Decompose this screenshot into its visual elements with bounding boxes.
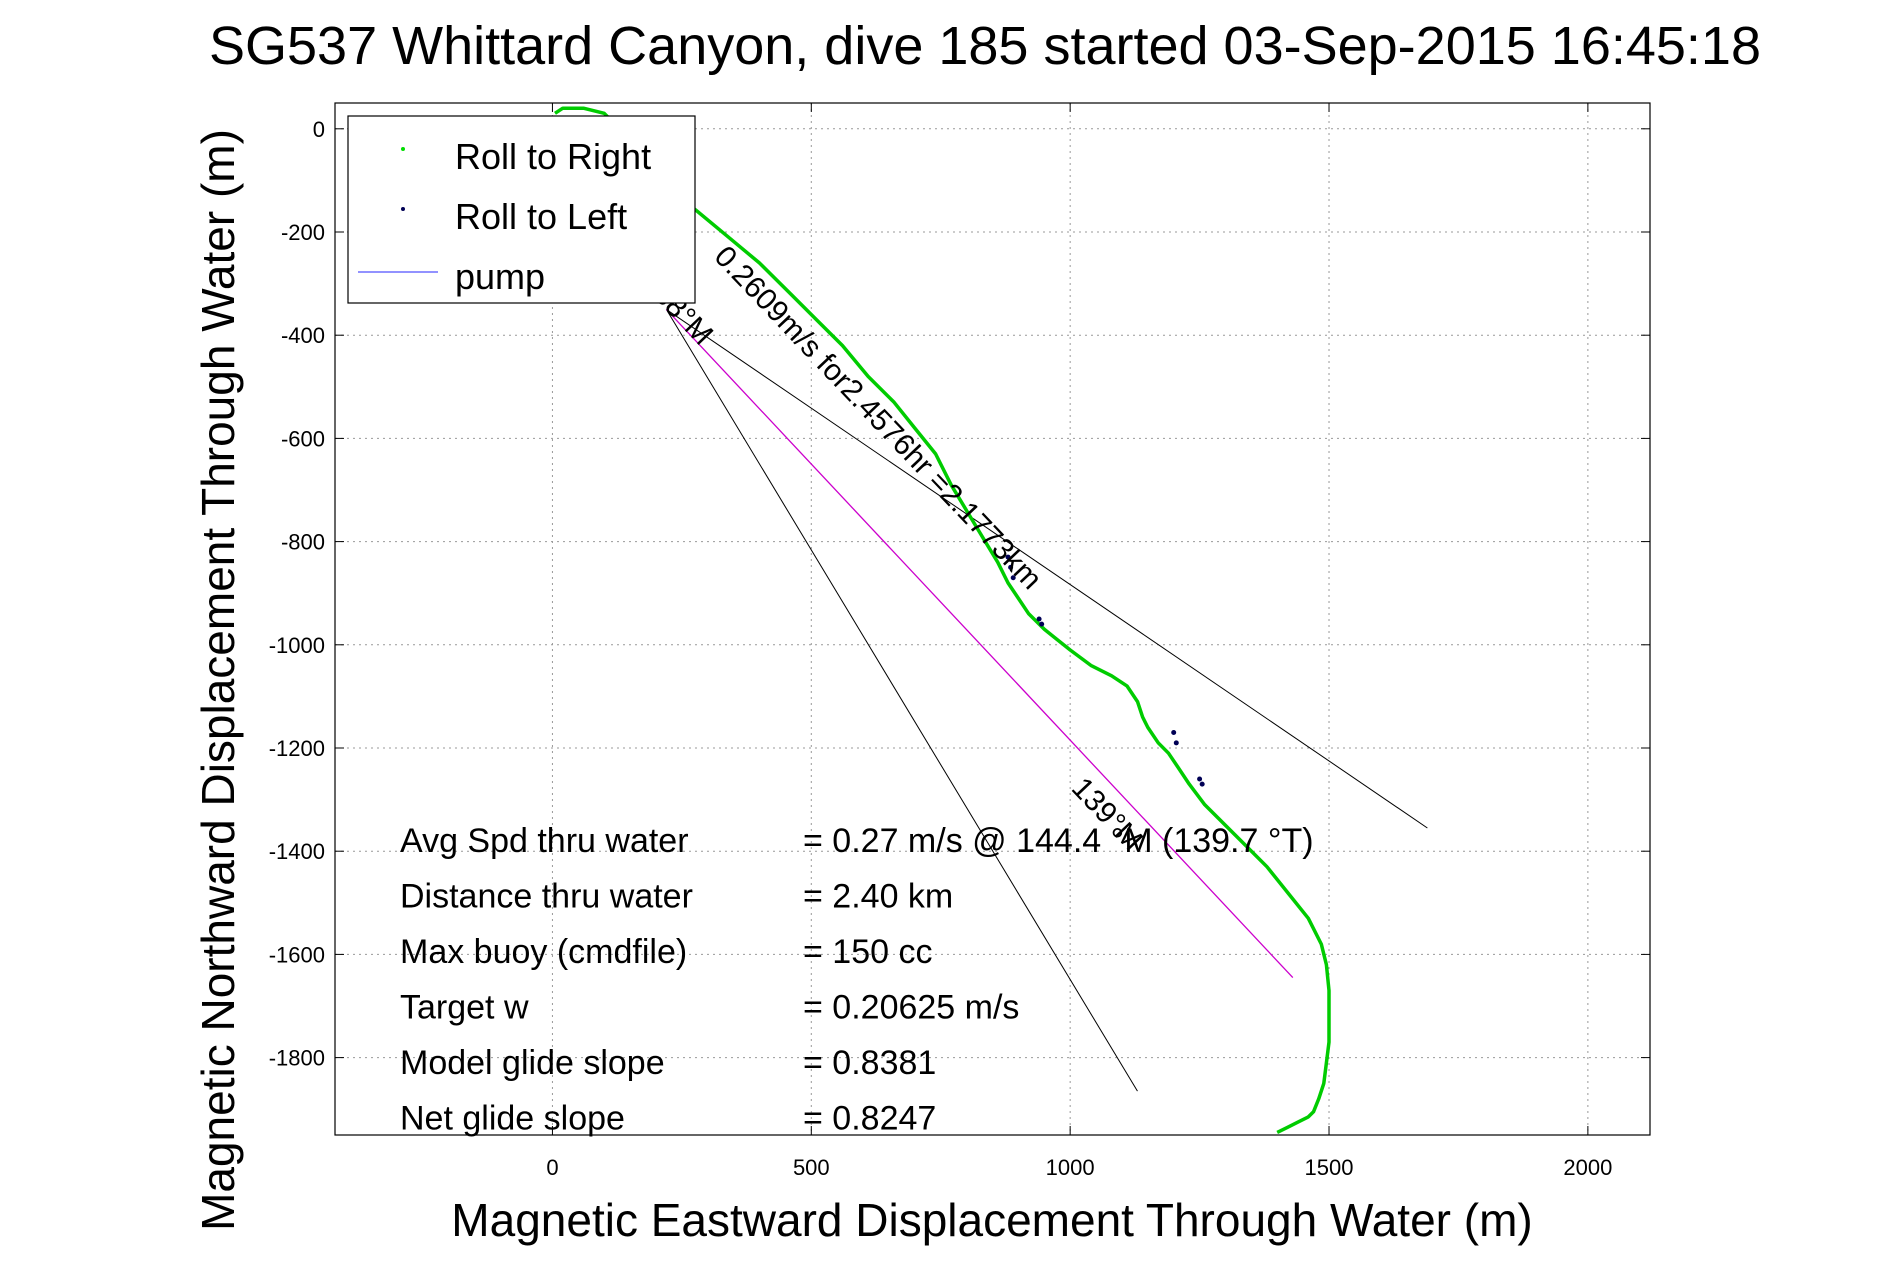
legend-label: pump xyxy=(455,256,545,297)
grid-lines xyxy=(335,103,1650,1135)
stat-label: Max buoy (cmdfile) xyxy=(400,933,687,971)
legend-swatch xyxy=(401,147,405,151)
x-axis-label: Magnetic Eastward Displacement Through W… xyxy=(451,1194,1532,1246)
roll-left-point xyxy=(1173,740,1179,746)
x-tick-label: 1000 xyxy=(1046,1155,1095,1180)
stat-label: Target w xyxy=(400,989,529,1027)
y-tick-label: 0 xyxy=(313,117,325,142)
stats-block: Avg Spd thru water = 0.27 m/s @ 144.4 °M … xyxy=(400,822,1314,1138)
stat-value: = 0.8247 xyxy=(803,1100,936,1138)
roll-left-point xyxy=(1199,781,1205,787)
y-tick-label: -800 xyxy=(281,530,325,555)
y-tick-label: -1000 xyxy=(269,633,325,658)
series-layer xyxy=(554,106,1331,1134)
stat-value: = 0.20625 m/s xyxy=(803,989,1019,1027)
y-tick-label: -1400 xyxy=(269,839,325,864)
roll-left-point xyxy=(1036,616,1042,622)
legend-swatch xyxy=(401,207,405,211)
stat-label: Model glide slope xyxy=(400,1044,665,1082)
x-axis-ticks: 0 500 1000 1500 2000 xyxy=(546,103,1612,1180)
stat-label: Avg Spd thru water xyxy=(400,822,689,860)
legend: Roll to Right Roll to Left pump xyxy=(347,115,696,304)
legend-label: Roll to Right xyxy=(455,136,651,177)
roll-left-point xyxy=(1010,575,1016,581)
x-tick-label: 1500 xyxy=(1305,1155,1354,1180)
plot-frame xyxy=(334,102,1651,1136)
pump-series xyxy=(665,308,1294,979)
y-axis-ticks: 0 -200 -400 -600 -800 -1000 -1200 -1400 -1600 -18… xyxy=(269,117,1650,1071)
stat-value: = 0.8381 xyxy=(803,1044,936,1082)
y-tick-label: -1600 xyxy=(269,942,325,967)
stat-value: = 150 cc xyxy=(803,933,932,971)
y-axis-label: Magnetic Northward Displacement Through … xyxy=(192,129,244,1231)
roll-left-point xyxy=(1008,564,1014,570)
x-tick-label: 500 xyxy=(793,1155,830,1180)
legend-label: Roll to Left xyxy=(455,196,627,237)
y-tick-label: -1200 xyxy=(269,736,325,761)
y-tick-label: -400 xyxy=(281,323,325,348)
roll-left-point xyxy=(1171,730,1177,736)
x-tick-label: 2000 xyxy=(1563,1155,1612,1180)
y-tick-label: -200 xyxy=(281,220,325,245)
roll-left-point xyxy=(1005,554,1011,560)
roll-left-point xyxy=(1197,776,1203,782)
roll-right-series xyxy=(554,106,1331,1134)
stat-label: Distance thru water xyxy=(400,878,693,916)
guide-line xyxy=(665,309,1138,1092)
x-tick-label: 0 xyxy=(546,1155,558,1180)
roll-left-point xyxy=(1039,621,1045,627)
stat-value: = 0.27 m/s @ 144.4 °M (139.7 °T) xyxy=(803,822,1314,860)
stat-label: Net glide slope xyxy=(400,1100,625,1138)
stat-value: = 2.40 km xyxy=(803,878,953,916)
guide-lines xyxy=(665,308,1428,1092)
legend-entries: Roll to Right Roll to Left pump xyxy=(358,136,651,297)
y-tick-label: -1800 xyxy=(269,1046,325,1071)
chart-title: SG537 Whittard Canyon, dive 185 started … xyxy=(209,16,1761,76)
y-tick-label: -600 xyxy=(281,426,325,451)
guide-line xyxy=(666,308,1428,829)
